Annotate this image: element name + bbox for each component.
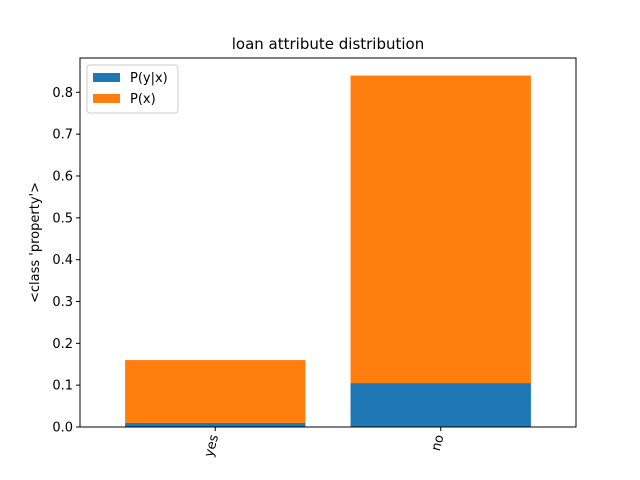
y-tick-label: 0.2 bbox=[52, 337, 73, 352]
y-axis: 0.0 0.1 0.2 0.3 0.4 0.5 0.6 0.7 0.8 bbox=[52, 86, 80, 436]
bar-no-series-0 bbox=[350, 383, 531, 427]
bars-layer bbox=[125, 75, 531, 427]
bar-yes-series-0 bbox=[125, 422, 306, 427]
x-tick-label-no: no bbox=[429, 433, 448, 453]
legend-label: P(y|x) bbox=[130, 71, 168, 86]
y-axis-label: <class 'property'> bbox=[28, 182, 43, 303]
y-tick-label: 0.0 bbox=[52, 421, 73, 436]
y-tick-label: 0.8 bbox=[52, 86, 73, 101]
y-tick-label: 0.4 bbox=[52, 253, 73, 268]
x-axis: yes no bbox=[202, 427, 448, 459]
legend-swatch bbox=[93, 73, 120, 82]
x-tick-label-yes: yes bbox=[202, 433, 222, 459]
y-tick-label: 0.3 bbox=[52, 295, 73, 310]
legend-label: P(x) bbox=[130, 92, 156, 107]
bar-no-series-1 bbox=[350, 75, 531, 384]
y-tick-label: 0.7 bbox=[52, 128, 73, 143]
bar-yes-series-1 bbox=[125, 360, 306, 423]
y-tick-label: 0.5 bbox=[52, 211, 73, 226]
chart-title: loan attribute distribution bbox=[232, 35, 425, 53]
y-tick-label: 0.6 bbox=[52, 169, 73, 184]
y-tick-label: 0.1 bbox=[52, 379, 73, 394]
legend: P(y|x) P(x) bbox=[86, 64, 179, 114]
legend-swatch bbox=[93, 94, 120, 103]
plot-frame bbox=[79, 57, 577, 428]
